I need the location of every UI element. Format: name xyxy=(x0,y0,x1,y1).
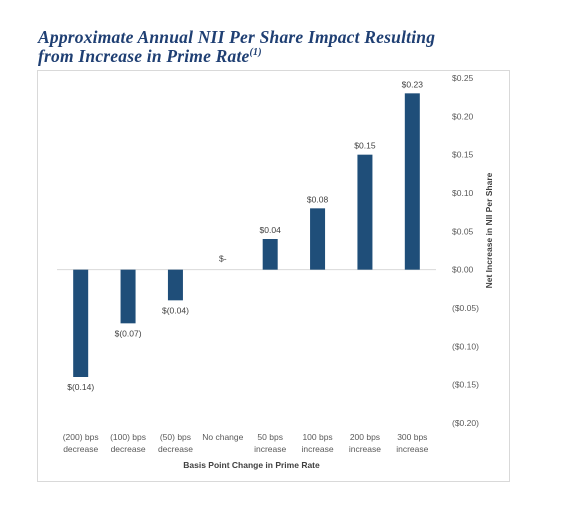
chart-title: Approximate Annual NII Per Share Impact … xyxy=(38,28,508,66)
data-label: $(0.07) xyxy=(115,328,142,338)
chart-frame xyxy=(37,70,510,482)
x-tick-label: 300 bps xyxy=(397,432,427,442)
title-footnote: (1) xyxy=(249,47,262,59)
bar xyxy=(120,269,136,324)
y-tick-label: $0.25 xyxy=(452,73,474,83)
y-tick-label: ($0.15) xyxy=(452,380,479,390)
data-label: $0.23 xyxy=(402,79,424,89)
y-tick-label: $0.10 xyxy=(452,188,474,198)
x-axis-title: Basis Point Change in Prime Rate xyxy=(183,460,320,470)
data-label: $- xyxy=(219,254,227,264)
x-tick-label: 200 bps xyxy=(350,432,380,442)
bar xyxy=(357,154,373,270)
bar xyxy=(167,269,183,301)
x-tick-label: decrease xyxy=(63,444,98,454)
bar xyxy=(262,239,278,270)
data-label: $(0.04) xyxy=(162,305,189,315)
y-axis-title: Net Increase in NII Per Share xyxy=(484,172,494,288)
y-tick-label: ($0.05) xyxy=(452,303,479,313)
data-label: $0.15 xyxy=(354,141,376,151)
x-tick-label: increase xyxy=(396,444,428,454)
x-tick-label: (50) bps xyxy=(160,432,191,442)
bar xyxy=(404,93,420,270)
y-tick-label: ($0.10) xyxy=(452,341,479,351)
data-label: $(0.14) xyxy=(67,382,94,392)
data-label: $0.04 xyxy=(260,225,282,235)
x-tick-label: 100 bps xyxy=(302,432,332,442)
x-tick-label: (100) bps xyxy=(110,432,146,442)
x-tick-label: No change xyxy=(202,432,243,442)
x-tick-label: decrease xyxy=(111,444,146,454)
x-tick-label: increase xyxy=(301,444,333,454)
y-tick-label: ($0.20) xyxy=(452,418,479,428)
y-tick-label: $0.05 xyxy=(452,226,474,236)
x-tick-label: (200) bps xyxy=(63,432,99,442)
x-tick-label: increase xyxy=(254,444,286,454)
x-tick-label: 50 bps xyxy=(257,432,283,442)
bar xyxy=(310,208,326,270)
title-line-2: from Increase in Prime Rate xyxy=(38,46,250,66)
data-label: $0.08 xyxy=(307,194,329,204)
y-tick-label: $0.20 xyxy=(452,111,474,121)
y-tick-label: $0.15 xyxy=(452,150,474,160)
x-tick-label: increase xyxy=(349,444,381,454)
y-tick-label: $0.00 xyxy=(452,265,474,275)
bar xyxy=(73,269,89,377)
x-tick-label: decrease xyxy=(158,444,193,454)
title-line-1: Approximate Annual NII Per Share Impact … xyxy=(38,27,436,47)
